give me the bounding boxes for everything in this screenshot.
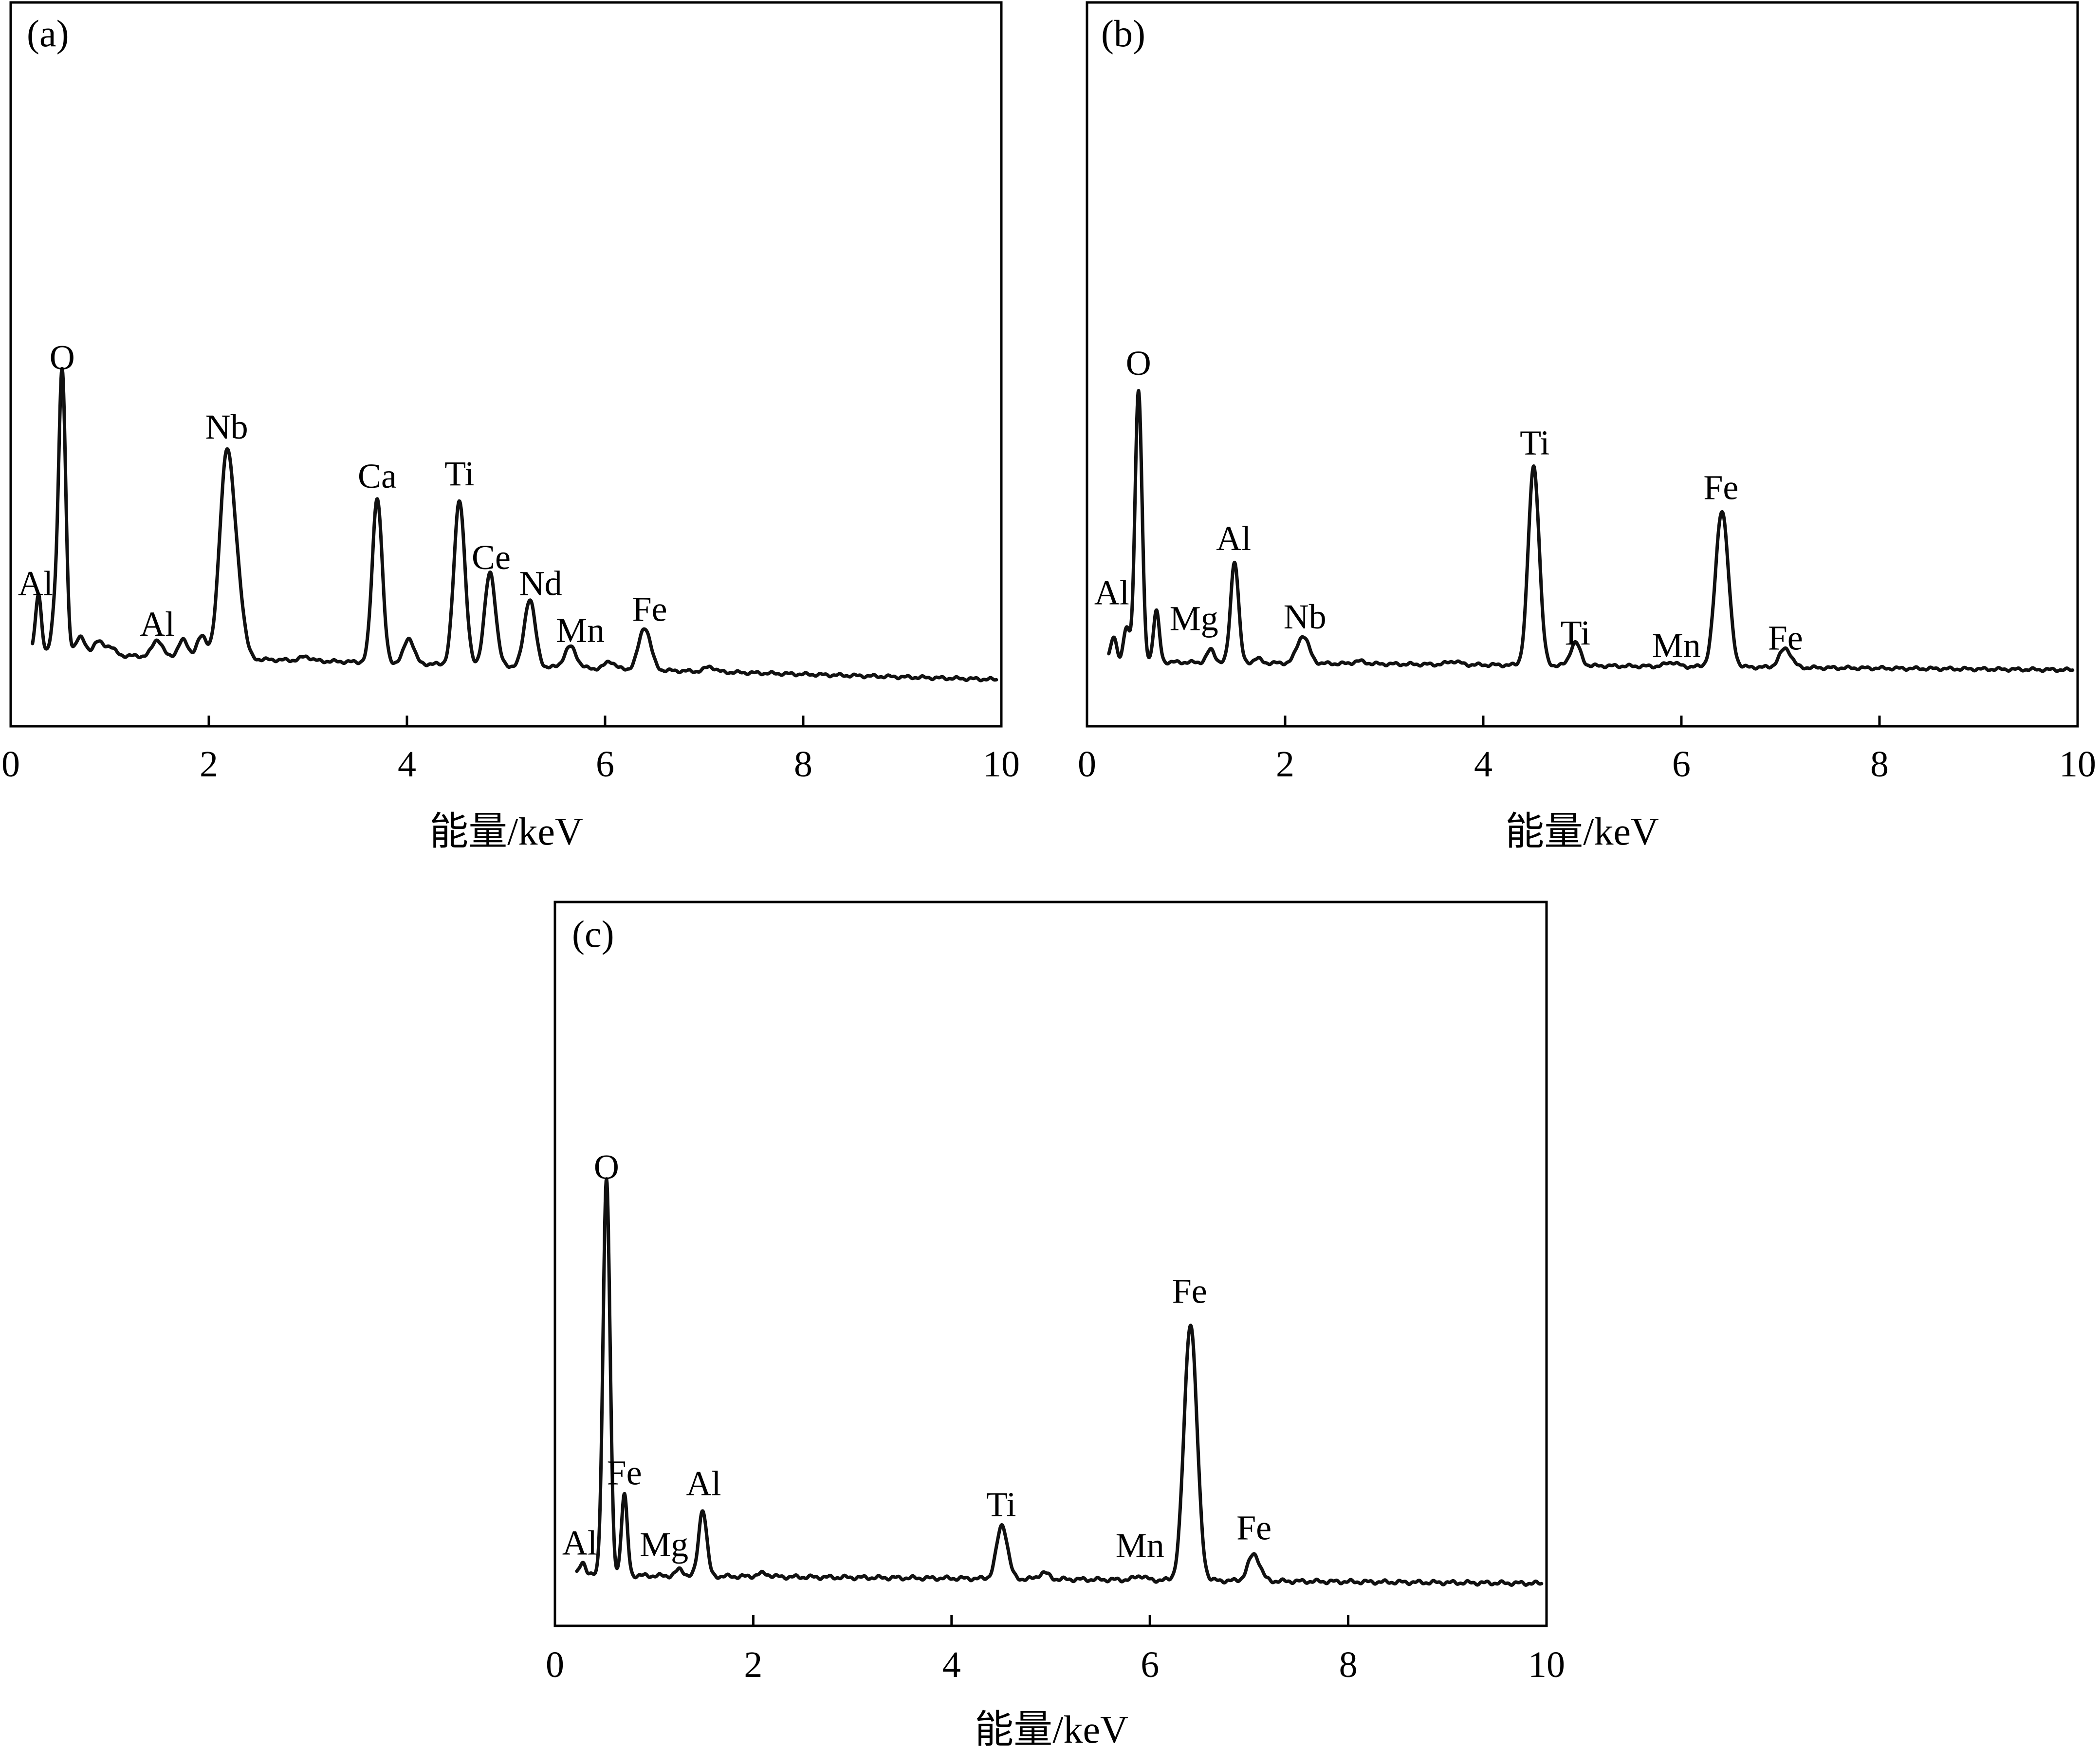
- panel-b-x-tick-labels: 0 2 4 6 8 10: [1078, 744, 2096, 785]
- panel-c-x-tick-label: 6: [1141, 1644, 1159, 1685]
- panel-a-peak-label: Al: [140, 605, 175, 644]
- panel-c-peak-label: Al: [686, 1464, 721, 1503]
- panel-b-x-tick-label: 6: [1672, 744, 1691, 785]
- panel-a-x-tick-label: 2: [200, 744, 218, 785]
- panel-b-peak-label: Al: [1216, 519, 1251, 558]
- panel-b-peak-label: Ti: [1520, 423, 1549, 462]
- panel-b-peak-label: Al: [1094, 573, 1129, 612]
- panel-b-peak-label: Ti: [1561, 613, 1590, 652]
- panel-b-peak-label: Fe: [1703, 468, 1738, 507]
- panel-a-peak-label: Mn: [556, 611, 605, 650]
- panel-c-peak-label: Fe: [1236, 1509, 1271, 1547]
- panel-b-spectrum-line: [1107, 389, 2075, 673]
- panel-b-peak-label: Nb: [1284, 597, 1326, 636]
- panel-a-x-tick-label: 4: [398, 744, 416, 785]
- panel-b-peak-label: Mn: [1652, 626, 1701, 665]
- panel-b-peak-label: Mg: [1170, 599, 1218, 638]
- panel-a-peak-label: Nd: [519, 564, 562, 603]
- panel-c-spectrum-line: [575, 1177, 1544, 1587]
- panel-b-peak-label: O: [1126, 344, 1151, 383]
- panel-b: (b) Al O Mg Al Nb Ti Ti Mn Fe Fe 0 2 4 6 8 10 能量/keV: [1078, 1, 2096, 853]
- panel-a-peak-label: Ce: [472, 538, 511, 577]
- panel-a-x-axis-label: 能量/keV: [429, 810, 583, 853]
- panel-b-x-ticks: [1086, 716, 2079, 726]
- panel-a-x-tick-label: 6: [596, 744, 614, 785]
- panel-a-peak-label: O: [50, 338, 75, 377]
- panel-c-x-ticks: [553, 1615, 1548, 1626]
- panel-b-x-axis-label: 能量/keV: [1505, 810, 1659, 853]
- panel-b-plot-frame: [1086, 1, 2079, 728]
- panel-a-peak-label: Fe: [632, 589, 667, 628]
- panel-b-x-tick-label: 4: [1474, 744, 1492, 785]
- panel-c-peak-labels: Al O Fe Mg Al Ti Mn Fe Fe: [562, 1147, 1271, 1565]
- panel-a-spectrum-line: [31, 367, 998, 682]
- panel-c-peak-label: Fe: [1172, 1272, 1207, 1311]
- panel-a-label: (a): [27, 12, 69, 55]
- panel-a-x-tick-label: 10: [983, 744, 1020, 785]
- panel-c-peak-label: Ti: [986, 1485, 1016, 1524]
- panel-a-peak-label: Al: [18, 564, 53, 603]
- panel-a-x-tick-label: 0: [1, 744, 20, 785]
- panel-c-label: (c): [572, 913, 614, 955]
- panel-b-x-tick-label: 0: [1078, 744, 1096, 785]
- panel-c-peak-label: Mg: [640, 1525, 688, 1564]
- panel-c-x-tick-labels: 0 2 4 6 8 10: [546, 1644, 1565, 1685]
- panel-c-peak-label: O: [594, 1147, 619, 1186]
- panel-a-peak-label: Ti: [444, 454, 474, 493]
- panel-b-x-tick-label: 8: [1870, 744, 1889, 785]
- panel-b-x-tick-label: 10: [2059, 744, 2096, 785]
- panel-a-plot-frame: [9, 1, 1003, 728]
- panel-a-peak-label: Nb: [205, 407, 248, 446]
- panel-c-peak-label: Fe: [607, 1453, 642, 1492]
- panel-c-x-tick-label: 10: [1528, 1644, 1565, 1685]
- panel-c: (c) Al O Fe Mg Al Ti Mn Fe Fe 0 2 4 6 8 10 能量/keV: [546, 901, 1565, 1749]
- panel-b-peak-labels: Al O Mg Al Nb Ti Ti Mn Fe Fe: [1094, 344, 1803, 665]
- panel-b-peak-label: Fe: [1768, 619, 1803, 658]
- panel-b-label: (b): [1101, 12, 1145, 55]
- panel-c-x-tick-label: 2: [744, 1644, 762, 1685]
- panel-a-x-tick-label: 8: [794, 744, 812, 785]
- panel-c-peak-label: Mn: [1116, 1526, 1164, 1565]
- panel-c-x-tick-label: 4: [942, 1644, 961, 1685]
- panel-c-plot-frame: [553, 901, 1548, 1627]
- panel-b-x-tick-label: 2: [1276, 744, 1294, 785]
- panel-a-peak-label: Ca: [358, 457, 397, 496]
- panel-c-peak-label: Al: [562, 1524, 597, 1563]
- panel-a-x-ticks: [9, 716, 1003, 726]
- panel-c-x-tick-label: 0: [546, 1644, 564, 1685]
- panel-c-x-axis-label: 能量/keV: [975, 1709, 1128, 1749]
- panel-a-x-tick-labels: 0 2 4 6 8 10: [1, 744, 1020, 785]
- panel-c-x-tick-label: 8: [1339, 1644, 1358, 1685]
